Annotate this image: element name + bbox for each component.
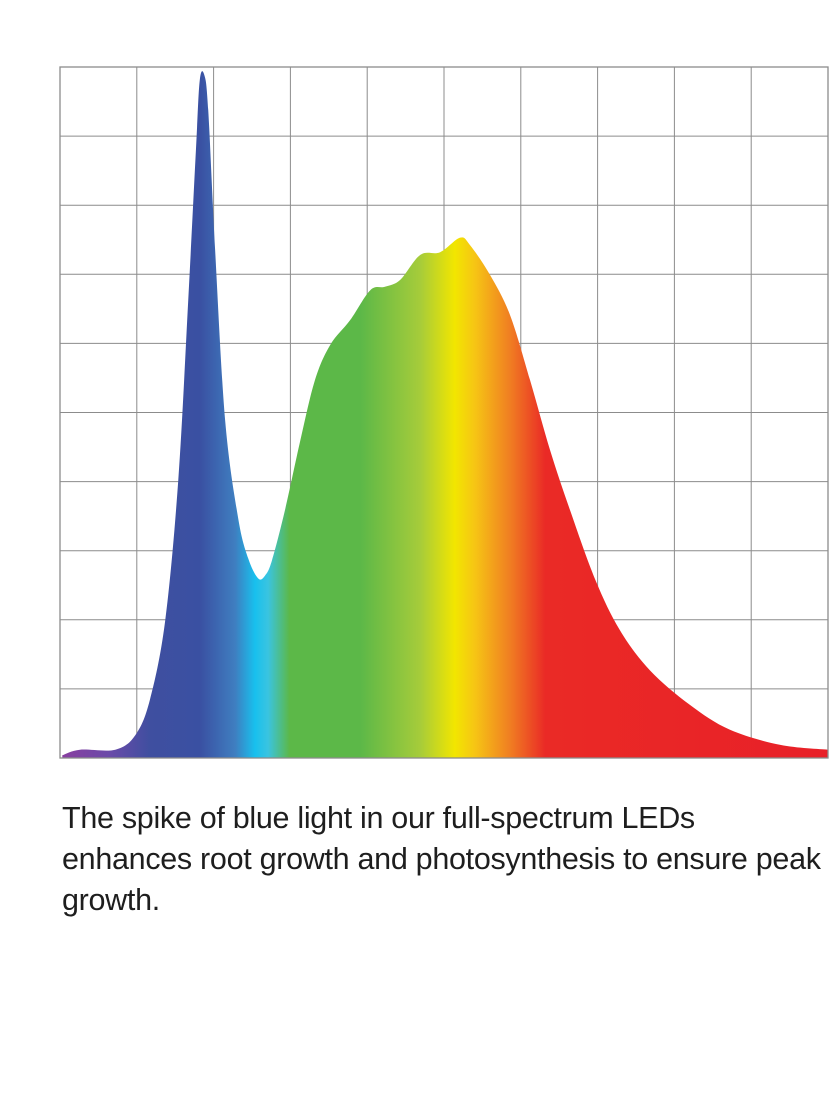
plot-frame — [59, 66, 829, 759]
spectrum-chart — [59, 66, 829, 759]
spectrum-area — [62, 71, 828, 758]
caption-text: The spike of blue light in our full-spec… — [62, 801, 821, 917]
